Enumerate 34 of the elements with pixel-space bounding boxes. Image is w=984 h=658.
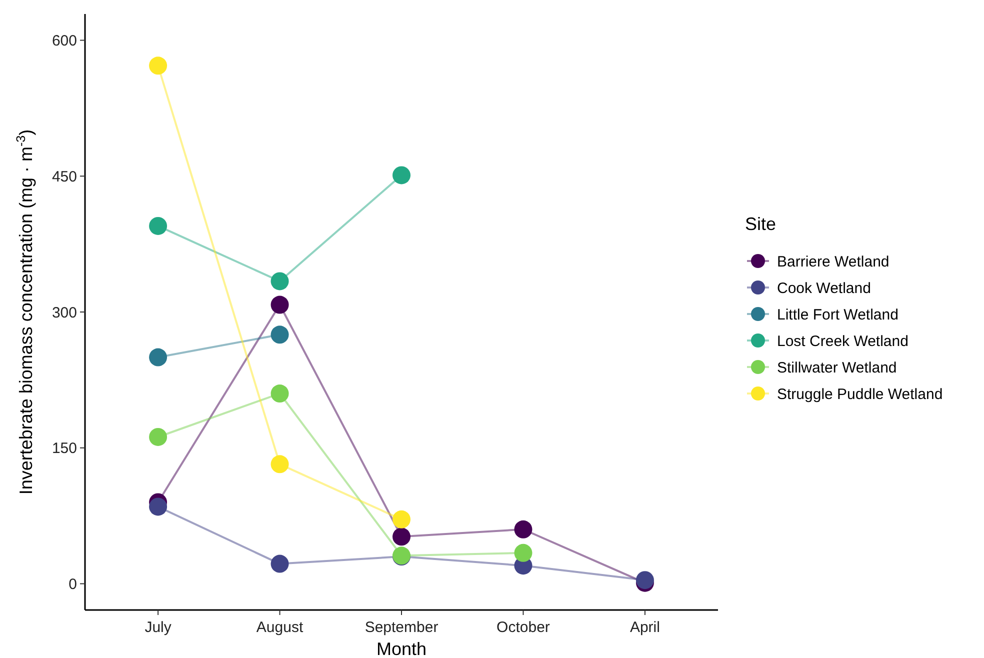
x-tick-label: October [496,619,550,636]
legend-label: Lost Creek Wetland [777,332,908,350]
legend-label: Struggle Puddle Wetland [777,386,943,403]
x-tick-label: August [256,619,304,636]
x-tick-label: September [364,619,438,636]
point [149,498,168,516]
point [514,544,532,562]
y-tick-label: 300 [52,304,77,322]
point [149,216,168,235]
legend-title: Site [745,214,776,234]
point [270,384,289,403]
point [392,528,410,546]
point [270,272,289,290]
legend-label: Stillwater Wetland [777,359,897,376]
y-tick-label: 150 [52,440,77,458]
point [270,296,289,314]
x-axis-title: Month [376,639,427,658]
point [392,166,410,184]
point [270,326,289,344]
x-tick-label: July [144,619,172,636]
y-tick-label: 600 [52,32,77,50]
point [149,428,168,446]
point [514,520,532,538]
y-tick-label: 0 [68,576,77,593]
point [270,554,289,573]
legend-label: Cook Wetland [777,280,871,297]
point [149,56,168,75]
x-tick-label: April [630,619,660,636]
point [149,348,168,366]
legend-label: Little Fort Wetland [777,306,898,324]
point [270,455,289,474]
legend-label: Barriere Wetland [777,253,890,270]
y-tick-label: 450 [52,168,77,186]
point [392,510,410,528]
